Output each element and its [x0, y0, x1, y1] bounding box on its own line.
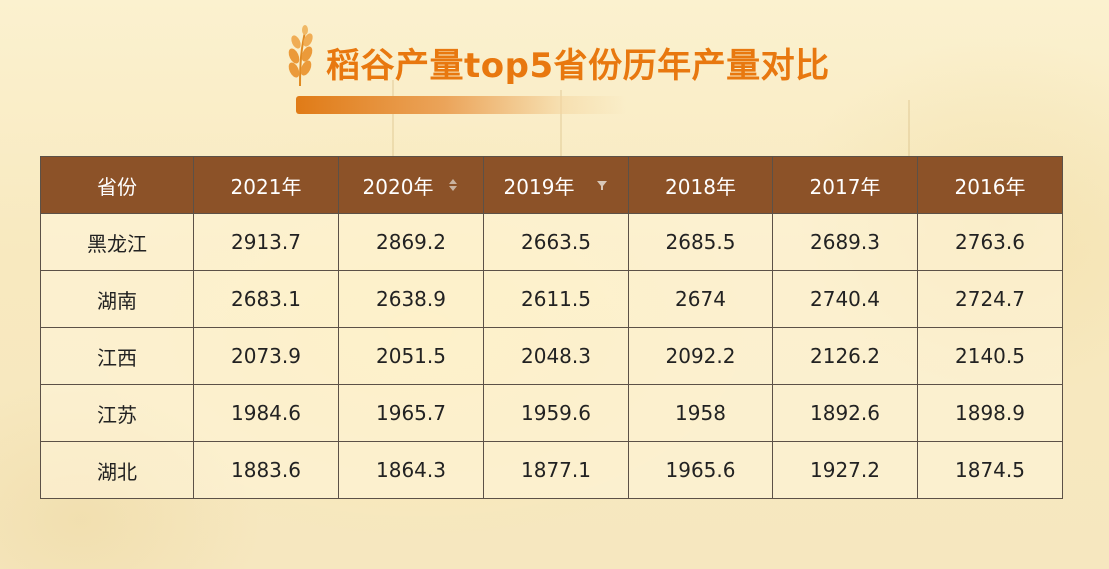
- value-cell: 2685.5: [628, 213, 773, 271]
- value-cell: 2674: [628, 270, 773, 328]
- value-cell: 1892.6: [772, 384, 918, 442]
- value-cell: 1874.5: [917, 441, 1063, 499]
- background-stalk: [908, 100, 910, 170]
- value-cell: 2869.2: [338, 213, 484, 271]
- value-cell: 2724.7: [917, 270, 1063, 328]
- value-cell: 1965.6: [628, 441, 773, 499]
- value-cell: 2913.7: [193, 213, 339, 271]
- column-header-2020[interactable]: 2020年: [338, 156, 484, 214]
- column-header-2021[interactable]: 2021年: [193, 156, 339, 214]
- value-cell: 2092.2: [628, 327, 773, 385]
- province-cell: 黑龙江: [40, 213, 194, 271]
- value-cell: 1958: [628, 384, 773, 442]
- table-row: 江西 2073.9 2051.5 2048.3 2092.2 2126.2 21…: [40, 327, 1063, 385]
- table-header-row: 省份 2021年 2020年 2019年: [40, 156, 1063, 214]
- value-cell: 1927.2: [772, 441, 918, 499]
- wheat-icon: [288, 25, 313, 87]
- title-underline: [296, 96, 626, 114]
- value-cell: 1883.6: [193, 441, 339, 499]
- value-cell: 2663.5: [483, 213, 629, 271]
- background-stalk: [560, 90, 562, 180]
- province-cell: 江苏: [40, 384, 194, 442]
- value-cell: 1877.1: [483, 441, 629, 499]
- value-cell: 2051.5: [338, 327, 484, 385]
- table-row: 黑龙江 2913.7 2869.2 2663.5 2685.5 2689.3 2…: [40, 213, 1063, 271]
- value-cell: 2740.4: [772, 270, 918, 328]
- value-cell: 2140.5: [917, 327, 1063, 385]
- title-block: 稻谷产量top5省份历年产量对比: [280, 18, 880, 118]
- value-cell: 2689.3: [772, 213, 918, 271]
- value-cell: 2763.6: [917, 213, 1063, 271]
- value-cell: 1898.9: [917, 384, 1063, 442]
- table-row: 江苏 1984.6 1965.7 1959.6 1958 1892.6 1898…: [40, 384, 1063, 442]
- value-cell: 2126.2: [772, 327, 918, 385]
- column-header-2017[interactable]: 2017年: [772, 156, 918, 214]
- province-cell: 湖北: [40, 441, 194, 499]
- column-header-2019[interactable]: 2019年: [483, 156, 629, 214]
- value-cell: 2048.3: [483, 327, 629, 385]
- value-cell: 2683.1: [193, 270, 339, 328]
- value-cell: 1864.3: [338, 441, 484, 499]
- value-cell: 1959.6: [483, 384, 629, 442]
- column-header-2018[interactable]: 2018年: [628, 156, 773, 214]
- sort-both-icon[interactable]: [447, 177, 459, 193]
- yield-table: 省份 2021年 2020年 2019年: [40, 156, 1063, 499]
- background-stalk: [392, 80, 394, 190]
- column-header-2016[interactable]: 2016年: [917, 156, 1063, 214]
- province-cell: 江西: [40, 327, 194, 385]
- table-row: 湖北 1883.6 1864.3 1877.1 1965.6 1927.2 18…: [40, 441, 1063, 499]
- column-header-province[interactable]: 省份: [40, 156, 194, 214]
- page-title: 稻谷产量top5省份历年产量对比: [326, 46, 830, 86]
- value-cell: 1984.6: [193, 384, 339, 442]
- table-row: 湖南 2683.1 2638.9 2611.5 2674 2740.4 2724…: [40, 270, 1063, 328]
- value-cell: 1965.7: [338, 384, 484, 442]
- filter-icon[interactable]: [596, 177, 608, 193]
- value-cell: 2611.5: [483, 270, 629, 328]
- value-cell: 2073.9: [193, 327, 339, 385]
- value-cell: 2638.9: [338, 270, 484, 328]
- province-cell: 湖南: [40, 270, 194, 328]
